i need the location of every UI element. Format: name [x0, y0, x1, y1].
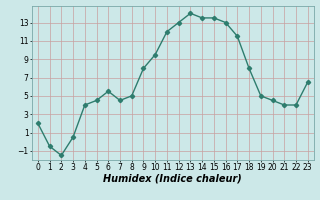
X-axis label: Humidex (Indice chaleur): Humidex (Indice chaleur) [103, 174, 242, 184]
